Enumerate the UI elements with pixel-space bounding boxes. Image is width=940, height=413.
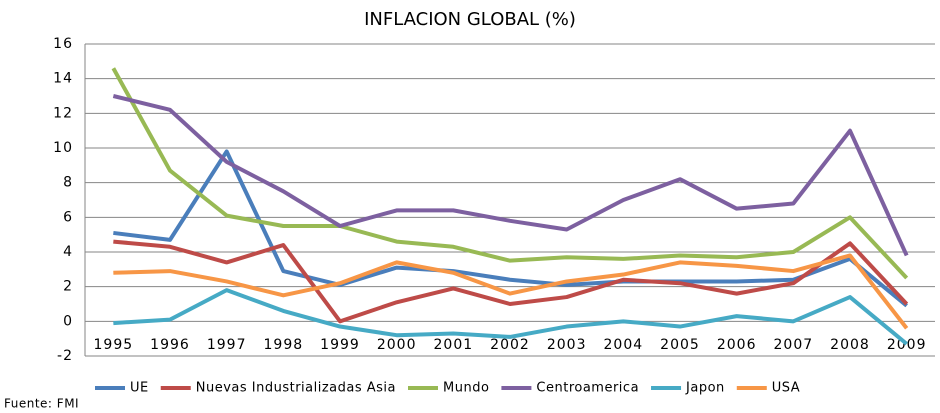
y-tick-label: 10 [53,140,73,156]
x-tick-label: 1997 [207,337,247,353]
x-tick-label: 1999 [320,337,360,353]
y-tick-label: 0 [63,313,73,329]
series-line [111,67,909,280]
y-tick-label: 8 [63,175,73,191]
legend-label: USA [772,381,800,396]
x-tick-label: 1995 [94,337,134,353]
legend-label: Mundo [443,381,489,396]
x-tick-label: 2005 [660,337,700,353]
x-tick-label: 2001 [434,337,474,353]
series-line [113,149,908,308]
x-tick-label: 2000 [377,337,417,353]
series-line [113,253,909,330]
series-line [113,239,909,324]
x-tick-label: 1998 [264,337,304,353]
x-tick-label: 2007 [774,337,814,353]
chart-title: INFLACION GLOBAL (%) [364,9,576,30]
y-tick-label: 6 [63,209,73,225]
legend-label: Nuevas Industrializadas Asia [196,381,396,396]
legend-label: Japon [685,381,725,396]
x-tick-label: 2009 [887,337,927,353]
x-tick-label: 2002 [490,337,530,353]
x-tick-label: 2008 [830,337,870,353]
legend-label: Centroamerica [536,381,639,396]
x-tick-label: 2003 [547,337,587,353]
y-tick-label: 4 [63,244,73,260]
series-line [112,94,909,257]
source: Fuente: FMI [4,397,79,411]
y-tick-label: 12 [53,105,73,121]
y-tick-label: 14 [53,71,73,87]
x-tick-label: 2004 [604,337,644,353]
y-tick-label: 2 [63,279,73,295]
x-tick-label: 2006 [717,337,757,353]
y-tick-label: -2 [57,348,73,364]
x-tick-label: 1996 [150,337,190,353]
y-tick-label: 16 [53,36,73,52]
legend-label: UE [130,381,149,396]
series-line [113,288,908,346]
